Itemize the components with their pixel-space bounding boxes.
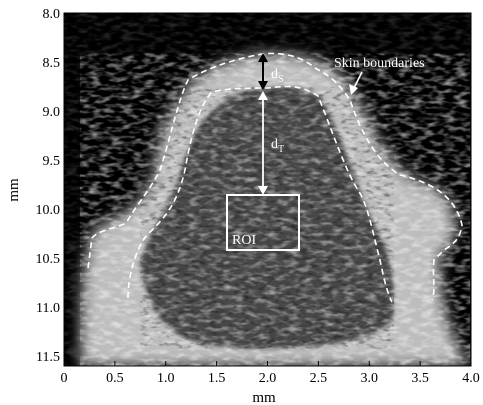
skin-boundaries-label: Skin boundaries	[334, 56, 425, 71]
x-tick-label: 0.5	[106, 371, 124, 386]
y-tick-label: 8.5	[43, 56, 61, 71]
dt-label: dT	[271, 137, 284, 155]
y-tick-label: 11.5	[36, 350, 60, 365]
roi-label: ROI	[232, 233, 256, 248]
x-tick-label: 3.5	[411, 371, 429, 386]
x-tick-label: 1.0	[157, 371, 175, 386]
y-tick-label: 10.0	[36, 203, 61, 218]
y-tick-label: 10.5	[36, 252, 61, 267]
x-tick-label: 1.5	[208, 371, 226, 386]
y-tick-label: 9.5	[43, 154, 61, 169]
y-axis: 8.0 8.5 9.0 9.5 10.0 10.5 11.0 11.5	[36, 7, 69, 365]
ds-arrow	[258, 53, 268, 90]
x-tick-label: 3.0	[361, 371, 379, 386]
x-tick-label: 4.0	[462, 371, 480, 386]
dt-arrow	[258, 91, 268, 195]
x-tick-label: 0	[61, 371, 68, 386]
roi-box	[226, 194, 300, 251]
x-tick-label: 2.5	[310, 371, 328, 386]
y-tick-label: 8.0	[43, 7, 61, 22]
y-tick-label: 11.0	[36, 301, 60, 316]
y-axis-label: mm	[6, 178, 22, 202]
ds-label: dS	[271, 67, 284, 85]
skin-pointer-arrow	[349, 71, 363, 95]
outer-skin-boundary	[87, 52, 463, 301]
inner-skin-boundary	[127, 85, 393, 303]
ultrasound-image: dS dT ROI Skin boundaries	[64, 13, 471, 366]
y-tick-label: 9.0	[43, 105, 61, 120]
x-axis-label: mm	[252, 390, 276, 405]
x-axis: 0 0.5 1.0 1.5 2.0 2.5 3.0 3.5 4.0	[61, 361, 480, 386]
interior-speckle	[140, 87, 394, 349]
x-tick-label: 2.0	[259, 371, 277, 386]
